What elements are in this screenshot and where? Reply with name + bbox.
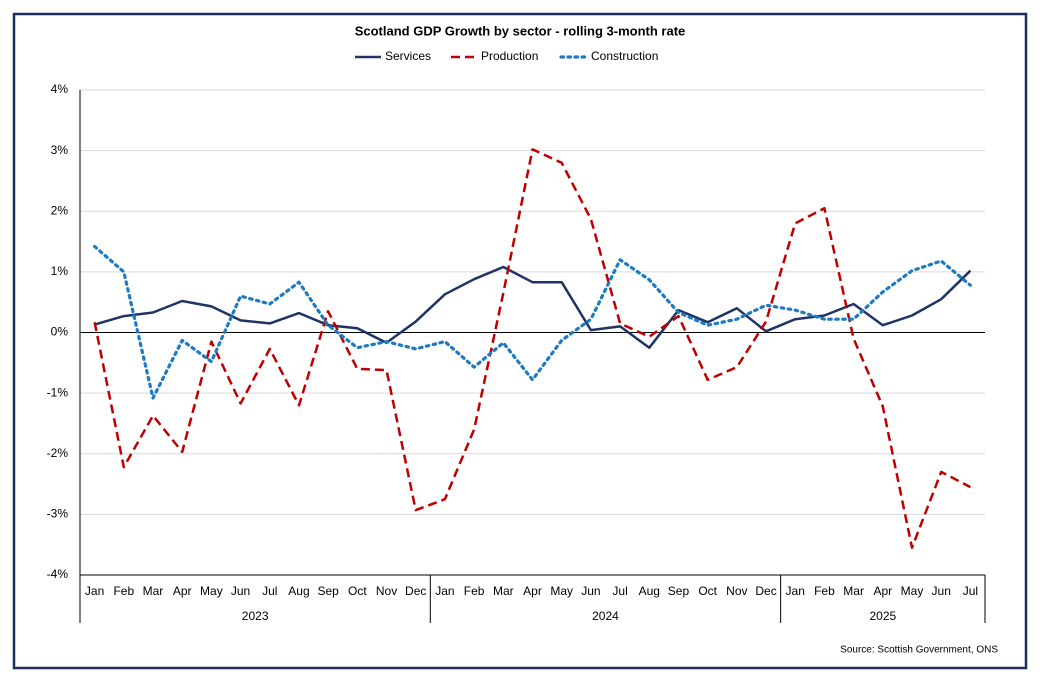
y-tick-label: -3%: [47, 507, 69, 521]
x-tick-label: Aug: [288, 584, 309, 598]
legend-label: Services: [385, 49, 431, 63]
y-tick-label: 0%: [51, 325, 69, 339]
x-tick-label: Mar: [143, 584, 164, 598]
x-tick-label: Jul: [262, 584, 277, 598]
y-tick-label: 2%: [51, 203, 69, 217]
x-tick-label: May: [200, 584, 223, 598]
x-tick-label: Jan: [786, 584, 805, 598]
y-tick-label: 1%: [51, 264, 69, 278]
y-tick-label: -1%: [47, 385, 69, 399]
x-tick-label: Oct: [698, 584, 717, 598]
x-group-label: 2024: [592, 609, 619, 623]
x-tick-label: Feb: [464, 584, 485, 598]
x-tick-label: May: [550, 584, 573, 598]
x-tick-label: Mar: [493, 584, 514, 598]
x-tick-label: Nov: [376, 584, 397, 598]
x-tick-label: Dec: [755, 584, 776, 598]
x-tick-label: Apr: [873, 584, 892, 598]
y-tick-label: 3%: [51, 143, 69, 157]
x-tick-label: Nov: [726, 584, 747, 598]
chart-title: Scotland GDP Growth by sector - rolling …: [355, 23, 686, 38]
series-line: [93, 244, 972, 400]
x-group-label: 2023: [242, 609, 269, 623]
x-tick-label: Feb: [814, 584, 835, 598]
x-tick-label: Jun: [581, 584, 600, 598]
source: Source: Scottish Government, ONS: [840, 645, 998, 656]
x-tick-label: Dec: [405, 584, 426, 598]
x-tick-label: Apr: [173, 584, 192, 598]
y-tick-label: -2%: [47, 446, 69, 460]
series-line: [94, 265, 972, 349]
x-tick-label: Sep: [317, 584, 339, 598]
y-tick-label: 4%: [51, 82, 69, 96]
x-tick-label: Jun: [932, 584, 951, 598]
legend-label: Production: [481, 49, 538, 63]
x-tick-label: Mar: [843, 584, 864, 598]
legend-label: Construction: [591, 49, 658, 63]
x-tick-label: Jul: [963, 584, 978, 598]
y-tick-label: -4%: [47, 567, 69, 581]
frame: [12, 12, 1028, 670]
series-line: [93, 148, 971, 549]
x-tick-label: Aug: [639, 584, 660, 598]
x-tick-label: Jan: [85, 584, 104, 598]
x-tick-label: Jan: [435, 584, 454, 598]
x-tick-label: Jul: [612, 584, 627, 598]
x-tick-label: Oct: [348, 584, 367, 598]
x-tick-label: Jun: [231, 584, 250, 598]
x-group-label: 2025: [869, 609, 896, 623]
x-tick-label: Apr: [523, 584, 542, 598]
x-tick-label: Sep: [668, 584, 690, 598]
x-tick-label: May: [901, 584, 924, 598]
x-tick-label: Feb: [113, 584, 134, 598]
